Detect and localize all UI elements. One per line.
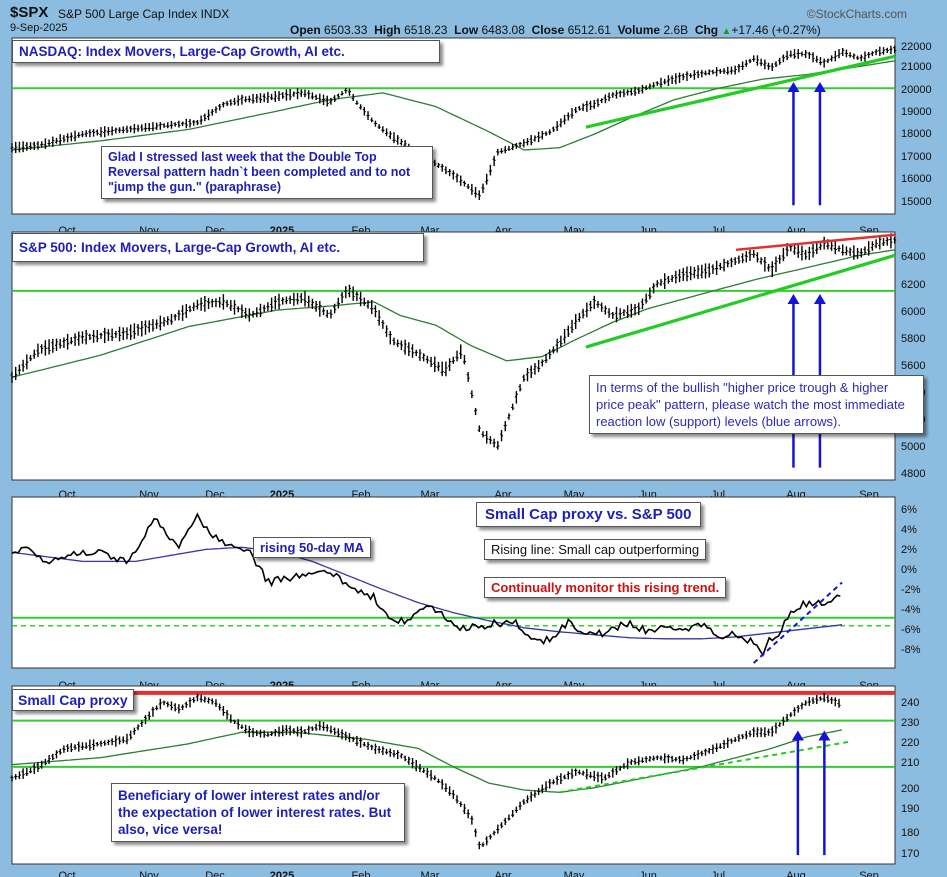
y-tick-label: -8% bbox=[901, 644, 921, 656]
index-name-text: S&P 500 Large Cap Index bbox=[58, 7, 198, 21]
y-tick-label: 6000 bbox=[901, 306, 925, 318]
small-cap-title: Small Cap proxy bbox=[12, 689, 134, 711]
blue-arrow-head bbox=[787, 294, 800, 304]
price-bars bbox=[10, 693, 841, 850]
y-tick-label: 0% bbox=[901, 564, 917, 576]
y-tick-label: -2% bbox=[901, 584, 921, 596]
x-tick-label: May bbox=[564, 870, 585, 877]
y-tick-label: 20000 bbox=[901, 84, 932, 96]
y-tick-label: 180 bbox=[901, 827, 919, 839]
price-bars bbox=[10, 233, 897, 450]
trend-line bbox=[585, 54, 896, 129]
x-tick-label: Aug bbox=[786, 870, 806, 877]
x-tick-label: Mar bbox=[421, 870, 440, 877]
y-tick-label: 220 bbox=[901, 737, 919, 749]
blue-arrow-head bbox=[791, 730, 804, 741]
ratio-rising-note: Rising line: Small cap outperforming bbox=[484, 539, 707, 560]
volume-label: Volume bbox=[617, 23, 661, 37]
x-tick-label: Nov bbox=[139, 870, 159, 877]
exchange-label: INDX bbox=[200, 7, 230, 21]
y-tick-label: 22000 bbox=[901, 41, 932, 53]
y-tick-label: 200 bbox=[901, 783, 919, 795]
ratio-title: Small Cap proxy vs. S&P 500 bbox=[476, 502, 701, 527]
brand-label[interactable]: ©StockCharts.com bbox=[806, 7, 907, 21]
trend-line bbox=[559, 740, 852, 794]
y-tick-label: 5800 bbox=[901, 333, 925, 345]
blue-arrow-head bbox=[813, 82, 826, 92]
blue-arrow-head bbox=[787, 82, 800, 92]
x-tick-label: Jul bbox=[711, 870, 725, 877]
y-tick-label: 6% bbox=[901, 504, 917, 516]
y-tick-label: 6200 bbox=[901, 279, 925, 291]
x-tick-label: 2025 bbox=[270, 870, 294, 877]
y-tick-label: 210 bbox=[901, 757, 919, 769]
ratio-line bbox=[11, 512, 841, 657]
close-value: 6512.61 bbox=[567, 23, 611, 37]
low-label: Low bbox=[454, 23, 479, 37]
open-label: Open bbox=[290, 23, 321, 37]
y-tick-label: 6400 bbox=[901, 251, 925, 263]
y-tick-label: 18000 bbox=[901, 128, 932, 140]
nasdaq-panel: 22000 21000 20000 19000 18000 17000 16000 15000… bbox=[10, 37, 932, 237]
ratio-panel: 6%4%2%0%-2%-4%-6%-8%OctNovDec2025FebMarA… bbox=[11, 496, 921, 692]
y-tick-label: 19000 bbox=[901, 106, 932, 118]
y-tick-label: 21000 bbox=[901, 61, 932, 73]
chart-header: $SPX S&P 500 Large Cap Index INDX 9-Sep-… bbox=[0, 0, 947, 38]
y-tick-label: 5000 bbox=[901, 441, 925, 453]
y-tick-label: 2% bbox=[901, 544, 917, 556]
volume-value: 2.6B bbox=[663, 23, 689, 37]
moving-average-line bbox=[11, 249, 896, 378]
nasdaq-title: NASDAQ: Index Movers, Large-Cap Growth, … bbox=[12, 40, 440, 63]
y-tick-label: 17000 bbox=[901, 151, 932, 163]
chg-value: +17.46 (+0.27%) bbox=[731, 23, 821, 37]
x-tick-label: Apr bbox=[494, 870, 511, 877]
x-tick-label: Sep bbox=[859, 870, 879, 877]
x-tick-label: Dec bbox=[205, 870, 225, 877]
x-tick-label: Feb bbox=[352, 870, 371, 877]
y-tick-label: 190 bbox=[901, 803, 919, 815]
ratio-monitor-note: Continually monitor this rising trend. bbox=[484, 577, 727, 598]
nasdaq-note: Glad I stressed last week that the Doubl… bbox=[101, 146, 433, 199]
index-name: S&P 500 Large Cap Index INDX bbox=[58, 7, 229, 21]
y-tick-label: 230 bbox=[901, 717, 919, 729]
spx-note: In terms of the bullish "higher price tr… bbox=[589, 375, 924, 434]
ratio-ma-label: rising 50-day MA bbox=[253, 537, 372, 558]
low-value: 6483.08 bbox=[481, 23, 525, 37]
y-tick-label: 240 bbox=[901, 697, 919, 709]
small_cap-panel: 240 230 220 210 200 190 180 170 Oct Nov Dec 2025 Feb… bbox=[10, 685, 919, 877]
ticker-symbol[interactable]: $SPX bbox=[10, 4, 49, 21]
y-tick-label: -4% bbox=[901, 604, 921, 616]
moving-average-line bbox=[11, 60, 896, 151]
blue-arrow-head bbox=[813, 294, 826, 304]
close-label: Close bbox=[531, 23, 565, 37]
open-value: 6503.33 bbox=[324, 23, 368, 37]
y-tick-label: 15000 bbox=[901, 196, 932, 208]
chart-date: 9-Sep-2025 bbox=[10, 22, 68, 34]
y-tick-label: 4% bbox=[901, 524, 917, 536]
spx-title: S&P 500: Index Movers, Large-Cap Growth,… bbox=[12, 233, 424, 262]
spx-panel: 640062006000580056005400520050004800OctN… bbox=[10, 231, 925, 501]
y-tick-label: 16000 bbox=[901, 173, 932, 185]
small-cap-note: Beneficiary of lower interest rates and/… bbox=[111, 783, 405, 842]
up-triangle-icon: ▲ bbox=[721, 26, 732, 37]
x-tick-label: Jun bbox=[639, 870, 657, 877]
price-bars bbox=[10, 45, 897, 200]
y-tick-label: -6% bbox=[901, 624, 921, 636]
chg-label: Chg bbox=[694, 23, 719, 37]
y-tick-label: 4800 bbox=[901, 468, 925, 480]
quote-bar: Open 6503.33 High 6518.23 Low 6483.08 Cl… bbox=[290, 23, 821, 37]
y-tick-label: 170 bbox=[901, 848, 919, 860]
x-tick-label: Oct bbox=[58, 870, 75, 877]
y-tick-label: 5600 bbox=[901, 360, 925, 372]
trend-line bbox=[585, 253, 896, 349]
moving-average-line bbox=[11, 546, 843, 640]
trend-line bbox=[753, 581, 843, 664]
resistance-trend-line bbox=[735, 233, 896, 252]
high-label: High bbox=[374, 23, 401, 37]
ratio-plot-area bbox=[11, 496, 896, 669]
high-value: 6518.23 bbox=[404, 23, 448, 37]
blue-arrow-head bbox=[818, 730, 831, 741]
spx-plot-area bbox=[11, 231, 896, 481]
